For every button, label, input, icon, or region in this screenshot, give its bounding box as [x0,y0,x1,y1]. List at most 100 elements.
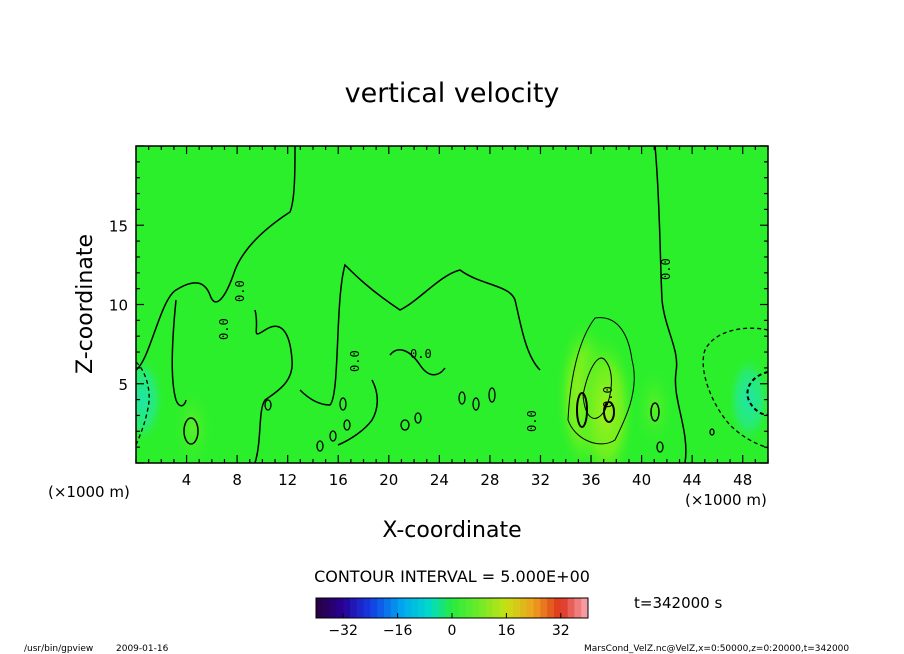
colorbar-bin [384,598,392,618]
plot-area [136,146,768,463]
colorbar-bin [574,598,582,618]
colorbar-bin [363,598,371,618]
contour-downdraft-core [746,371,768,416]
updraft-shade [170,383,215,463]
contour-labels: 0.0 0.0 0.0 0.0 0.0 0.0 0.0 [217,258,673,432]
colorbar-bin [533,598,541,618]
colorbar-bin [499,598,507,618]
colorbar-bin [390,598,399,618]
colorbar-bin [526,598,535,618]
colorbar-bin [492,598,501,618]
y-tick-label: 15 [109,217,128,235]
x-unit-left: (×1000 m) [48,483,130,501]
colorbar-tick-label: −16 [383,623,413,639]
colorbar-ticks: −32 −16 0 16 32 [328,613,570,639]
colorbar-bin [418,598,426,618]
colorbar-bin [424,598,433,618]
x-tick-label: 32 [531,471,550,489]
colorbar-bin [404,598,412,618]
colorbar-tick-label: 16 [497,623,515,639]
colorbar-bin [567,598,575,618]
contour-zero-mid [171,299,293,463]
x-axis: 4 8 12 16 20 24 28 32 36 40 44 48 [135,146,769,489]
x-tick-label: 44 [683,471,702,489]
colorbar-bin [486,598,494,618]
colorbar-bin [554,598,562,618]
colorbar-bin [411,598,419,618]
colorbar-tick-label: −32 [328,623,358,639]
colorbar-bin [431,598,439,618]
colorbar-bin [513,598,521,618]
updraft-shade [576,330,637,463]
contour-label: 0.0 [348,350,362,372]
downdraft-shade [136,354,165,445]
colorbar-bin [472,598,480,618]
contour-zero-small [337,349,446,446]
contour-updraft-left [183,417,199,445]
colorbar-bin [506,598,514,618]
y-axis-label: Z-coordinate [73,234,98,374]
contour-label: 0.0 [217,318,231,340]
y-tick-label: 10 [109,297,128,315]
colorbar-bin [479,598,487,618]
colorbar [316,598,589,618]
contour-label: 0.0 [410,347,432,361]
x-tick-label: 36 [581,471,600,489]
x-tick-label: 12 [278,471,297,489]
x-tick-label: 48 [733,471,752,489]
contour-zero-center [299,263,541,406]
colorbar-bin [343,598,351,618]
colorbar-bin [540,598,548,618]
contour-label: 0.0 [525,410,539,432]
x-unit-right: (×1000 m) [685,491,767,509]
colorbar-tick-label: 0 [448,623,457,639]
colorbar-bin [370,598,378,618]
contour-label: 0.0 [233,280,247,302]
contour-label: 0.0 [601,386,615,408]
colorbar-bin [322,598,331,618]
colorbar-bin [520,598,528,618]
x-tick-label: 40 [632,471,651,489]
contour-downdraft-left [136,361,150,446]
colorbar-bin [547,598,555,618]
contour-updraft-a [576,392,588,428]
updraft-shade [632,362,677,453]
contour-lines [136,146,768,463]
contour-downdraft-right [702,327,768,449]
y-tick-label: 5 [118,376,128,394]
contour-label: 0.0 [659,258,673,280]
contour-zero-right [654,146,687,463]
contour-updraft-c [650,402,660,422]
colorbar-bin [329,598,337,618]
colorbar-bin [336,598,344,618]
x-tick-label: 24 [430,471,449,489]
colorbar-bin [560,598,569,618]
colorbar-bin [397,598,405,618]
colorbar-bin [465,598,473,618]
time-label: t=342000 s [634,594,722,612]
contour-zero-left [136,146,296,371]
footer-program: /usr/bin/gpview [24,644,93,654]
x-tick-label: 8 [232,471,242,489]
colorbar-bin [458,598,467,618]
x-axis-label: X-coordinate [382,518,521,543]
colorbar-bin [350,598,358,618]
colorbar-bin [356,598,365,618]
x-tick-label: 4 [182,471,192,489]
y-axis: 5 10 15 [109,145,768,464]
x-tick-label: 16 [329,471,348,489]
x-tick-label: 20 [379,471,398,489]
chart-title: vertical velocity [345,78,560,109]
contour-small-loops [264,387,715,453]
colorbar-bin [452,598,460,618]
colorbar-bin [377,598,385,618]
x-tick-label: 28 [480,471,499,489]
contour-interval: CONTOUR INTERVAL = 5.000E+00 [314,567,590,586]
contour-updraft-outer [567,317,635,445]
colorbar-bin [438,598,446,618]
contour-updraft-inner [582,357,612,419]
colorbar-tick-label: 32 [552,623,570,639]
colorbar-bin [316,598,324,618]
footer-source: MarsCond_VelZ.nc@VelZ,x=0:50000,z=0:2000… [584,644,849,654]
